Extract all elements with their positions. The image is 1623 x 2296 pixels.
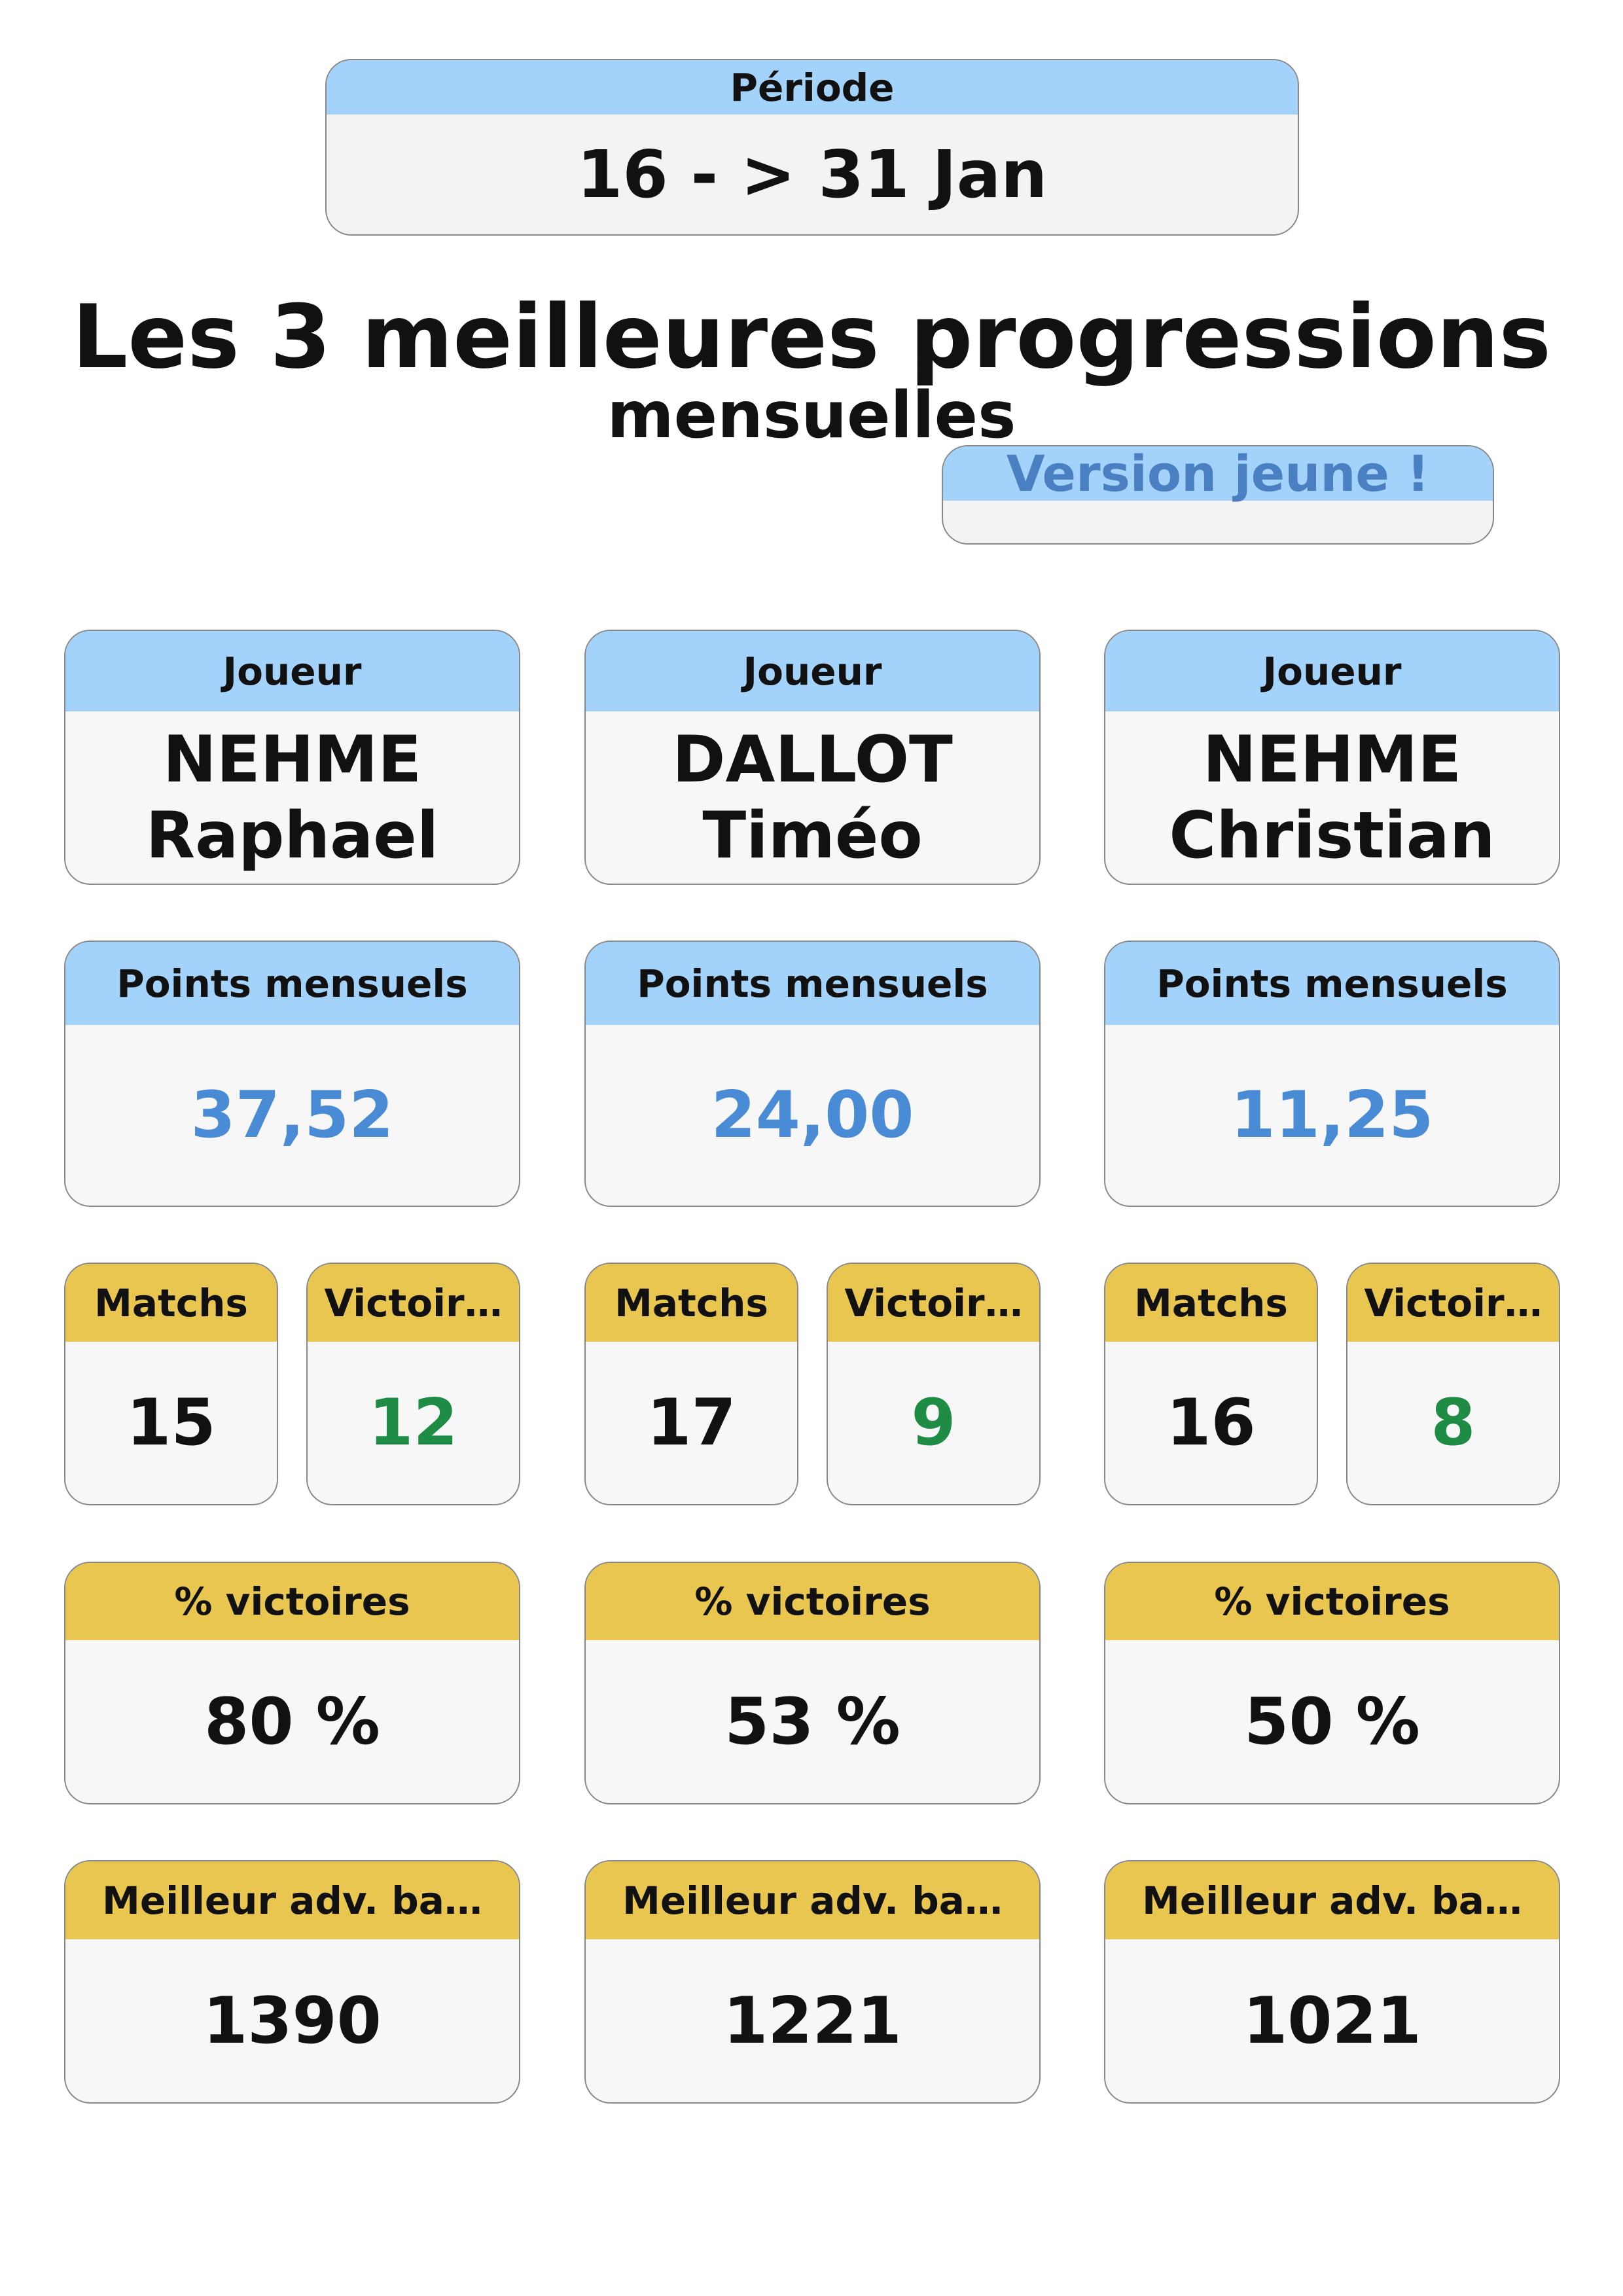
- matches-value: 16: [1166, 1386, 1256, 1460]
- matches-value-box: 17: [586, 1342, 797, 1504]
- wins-card: Victoir… 9: [827, 1263, 1041, 1505]
- player-card: Joueur NEHME Raphael: [64, 630, 520, 885]
- win-pct-card: % victoires 80 %: [64, 1562, 520, 1804]
- wins-value-box: 9: [828, 1342, 1039, 1504]
- matches-card: Matchs 15: [64, 1263, 278, 1505]
- player-card: Joueur NEHME Christian: [1104, 630, 1560, 885]
- best-opponent-label: Meilleur adv. ba…: [586, 1861, 1039, 1939]
- wins-card: Victoir… 12: [306, 1263, 520, 1505]
- player-label: Joueur: [1105, 631, 1559, 711]
- best-opponent-card: Meilleur adv. ba… 1221: [584, 1860, 1041, 2104]
- points-value-box: 11,25: [1105, 1025, 1559, 1206]
- best-opponent-value-box: 1021: [1105, 1939, 1559, 2102]
- best-opponent-value: 1390: [203, 1983, 382, 2058]
- best-opponent-card: Meilleur adv. ba… 1021: [1104, 1860, 1560, 2104]
- player-value-box: NEHME Raphael: [65, 711, 519, 884]
- wins-value: 12: [368, 1386, 458, 1460]
- wins-card: Victoir… 8: [1346, 1263, 1560, 1505]
- win-pct-label: % victoires: [586, 1563, 1039, 1640]
- badge: Version jeune !: [942, 445, 1494, 545]
- points-label: Points mensuels: [586, 942, 1039, 1025]
- player-value: DALLOT: [672, 722, 953, 797]
- wins-label: Victoir…: [308, 1264, 519, 1342]
- points-value-box: 37,52: [65, 1025, 519, 1206]
- player-label: Joueur: [65, 631, 519, 711]
- win-pct-value-box: 53 %: [586, 1640, 1039, 1803]
- best-opponent-value: 1021: [1243, 1983, 1421, 2058]
- matches-value-box: 15: [65, 1342, 277, 1504]
- points-label: Points mensuels: [65, 942, 519, 1025]
- wins-value-box: 8: [1347, 1342, 1559, 1504]
- points-card: Points mensuels 24,00: [584, 941, 1041, 1207]
- best-opponent-value-box: 1390: [65, 1939, 519, 2102]
- wins-label: Victoir…: [828, 1264, 1039, 1342]
- points-value-box: 24,00: [586, 1025, 1039, 1206]
- period-value: 16 - > 31 Jan: [577, 135, 1048, 213]
- win-pct-value: 80 %: [204, 1684, 380, 1759]
- period-card: Période 16 - > 31 Jan: [325, 59, 1299, 236]
- best-opponent-value-box: 1221: [586, 1939, 1039, 2102]
- matches-card: Matchs 17: [584, 1263, 798, 1505]
- player-value: NEHME: [162, 722, 422, 797]
- badge-text: Version jeune !: [943, 446, 1493, 503]
- wins-value: 9: [911, 1386, 956, 1460]
- matches-value-box: 16: [1105, 1342, 1317, 1504]
- subtitle: mensuelles: [607, 378, 1016, 453]
- wins-value-box: 12: [308, 1342, 519, 1504]
- win-pct-value: 53 %: [724, 1684, 901, 1759]
- points-card: Points mensuels 37,52: [64, 941, 520, 1207]
- player-label: Joueur: [586, 631, 1039, 711]
- player-value-box: NEHME Christian: [1105, 711, 1559, 884]
- points-card: Points mensuels 11,25: [1104, 941, 1560, 1207]
- win-pct-label: % victoires: [1105, 1563, 1559, 1640]
- points-value: 11,25: [1230, 1078, 1434, 1153]
- best-opponent-label: Meilleur adv. ba…: [65, 1861, 519, 1939]
- matches-label: Matchs: [65, 1264, 277, 1342]
- win-pct-label: % victoires: [65, 1563, 519, 1640]
- matches-label: Matchs: [1105, 1264, 1317, 1342]
- period-label: Période: [327, 60, 1298, 115]
- player-value-box: DALLOT Timéo: [586, 711, 1039, 884]
- win-pct-value-box: 50 %: [1105, 1640, 1559, 1803]
- wins-label: Victoir…: [1347, 1264, 1559, 1342]
- matches-label: Matchs: [586, 1264, 797, 1342]
- matches-value: 17: [647, 1386, 736, 1460]
- title: Les 3 meilleures progressions: [71, 286, 1552, 388]
- player-value: Christian: [1169, 798, 1495, 873]
- player-card: Joueur DALLOT Timéo: [584, 630, 1041, 885]
- player-value: Timéo: [702, 798, 923, 873]
- points-label: Points mensuels: [1105, 942, 1559, 1025]
- matches-card: Matchs 16: [1104, 1263, 1318, 1505]
- player-value: NEHME: [1202, 722, 1462, 797]
- points-value: 24,00: [711, 1078, 914, 1153]
- best-opponent-label: Meilleur adv. ba…: [1105, 1861, 1559, 1939]
- points-value: 37,52: [190, 1078, 394, 1153]
- best-opponent-value: 1221: [723, 1983, 902, 2058]
- matches-value: 15: [126, 1386, 216, 1460]
- win-pct-card: % victoires 53 %: [584, 1562, 1041, 1804]
- wins-value: 8: [1431, 1386, 1476, 1460]
- win-pct-card: % victoires 50 %: [1104, 1562, 1560, 1804]
- win-pct-value: 50 %: [1244, 1684, 1420, 1759]
- win-pct-value-box: 80 %: [65, 1640, 519, 1803]
- player-value: Raphael: [145, 798, 439, 873]
- best-opponent-card: Meilleur adv. ba… 1390: [64, 1860, 520, 2104]
